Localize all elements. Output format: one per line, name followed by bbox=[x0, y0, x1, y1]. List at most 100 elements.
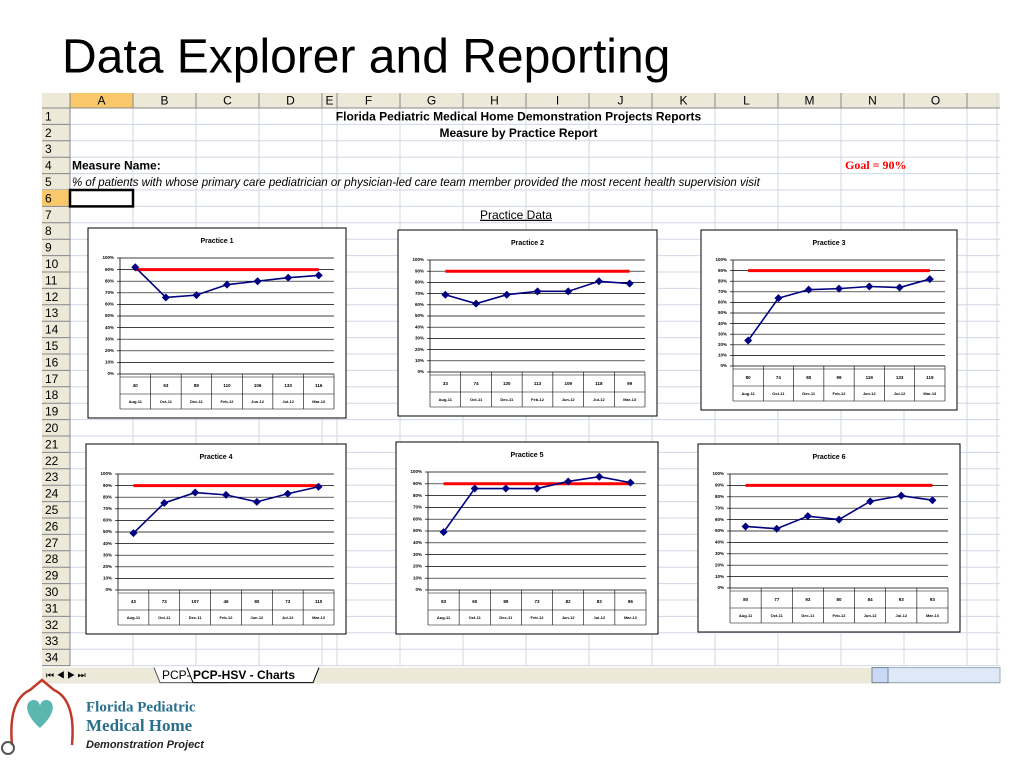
data-point bbox=[925, 275, 934, 284]
x-tick-label: Feb-12 bbox=[833, 613, 847, 618]
y-tick-label: 10% bbox=[105, 360, 114, 365]
y-tick-label: 100% bbox=[102, 255, 114, 260]
row-header: 19 bbox=[45, 405, 59, 419]
y-tick-label: 80% bbox=[105, 278, 114, 283]
data-point bbox=[314, 482, 323, 491]
chart-frame bbox=[700, 229, 958, 411]
row-header: 33 bbox=[45, 634, 59, 648]
row-header: 18 bbox=[45, 388, 59, 402]
y-tick-label: 60% bbox=[103, 518, 112, 523]
data-point bbox=[741, 522, 750, 531]
y-tick-label: 80% bbox=[415, 280, 424, 285]
x-tick-label: Feb-12 bbox=[531, 615, 545, 620]
count-label: 40 bbox=[133, 383, 139, 388]
x-tick-label: Dec-11 bbox=[190, 399, 204, 404]
y-tick-label: 50% bbox=[718, 310, 727, 315]
row-header: 4 bbox=[45, 159, 52, 173]
y-tick-label: 40% bbox=[103, 541, 112, 546]
data-point bbox=[502, 290, 511, 299]
y-tick-label: 100% bbox=[412, 257, 424, 262]
y-tick-label: 40% bbox=[413, 540, 422, 545]
chart-title: Practice 2 bbox=[511, 240, 544, 247]
data-point bbox=[804, 285, 813, 294]
count-label: 89 bbox=[194, 383, 200, 388]
data-point bbox=[595, 472, 604, 481]
column-header: C bbox=[223, 94, 232, 108]
row-header: 12 bbox=[45, 290, 59, 304]
section-label: Practice Data bbox=[480, 208, 552, 222]
y-tick-label: 20% bbox=[413, 564, 422, 569]
y-tick-label: 70% bbox=[415, 291, 424, 296]
y-tick-label: 40% bbox=[718, 321, 727, 326]
chart: Practice 3 0% 10% 20% 30% 40% 50% 60% 70% 80% 90% 1… bbox=[700, 229, 958, 411]
data-point bbox=[191, 488, 200, 497]
x-tick-label: Oct-11 bbox=[158, 615, 171, 620]
y-tick-label: 0% bbox=[717, 585, 724, 590]
data-point bbox=[161, 293, 170, 302]
data-point bbox=[192, 291, 201, 300]
y-tick-label: 90% bbox=[103, 483, 112, 488]
data-point bbox=[772, 524, 781, 533]
y-tick-label: 20% bbox=[103, 564, 112, 569]
y-tick-label: 60% bbox=[715, 517, 724, 522]
count-label: 116 bbox=[315, 383, 323, 388]
data-point bbox=[222, 490, 230, 499]
column-header: L bbox=[743, 94, 750, 108]
count-label: 83 bbox=[597, 599, 603, 604]
y-tick-label: 0% bbox=[107, 371, 114, 376]
count-label: 107 bbox=[191, 599, 199, 604]
row-header: 30 bbox=[45, 585, 59, 599]
x-tick-label: Feb-12 bbox=[531, 397, 545, 402]
data-point bbox=[533, 287, 542, 296]
row-header: 16 bbox=[45, 355, 59, 369]
count-label: 130 bbox=[503, 381, 511, 386]
data-point bbox=[252, 497, 261, 506]
x-tick-label: Feb-12 bbox=[220, 615, 234, 620]
y-tick-label: 90% bbox=[718, 268, 727, 273]
x-tick-label: Mar-13 bbox=[312, 399, 326, 404]
data-point bbox=[564, 477, 573, 486]
row-header: 14 bbox=[45, 323, 59, 337]
sheet-tab: PCP-HSV - Charts bbox=[193, 668, 295, 682]
row-header: 22 bbox=[45, 454, 59, 468]
count-label: 133 bbox=[896, 375, 904, 380]
row-header: 32 bbox=[45, 618, 59, 632]
row-header: 1 bbox=[45, 109, 52, 123]
column-header: N bbox=[868, 94, 877, 108]
y-tick-label: 90% bbox=[715, 483, 724, 488]
y-tick-label: 0% bbox=[415, 587, 422, 592]
x-tick-label: Oct-11 bbox=[469, 615, 482, 620]
row-header: 6 bbox=[45, 191, 52, 205]
y-tick-label: 10% bbox=[103, 576, 112, 581]
h-scrollbar bbox=[871, 667, 1001, 684]
count-label: 110 bbox=[223, 383, 231, 388]
count-label: 73 bbox=[162, 599, 168, 604]
data-point bbox=[928, 496, 937, 505]
row-header: 25 bbox=[45, 503, 59, 517]
data-point bbox=[774, 294, 783, 303]
logo-line: Demonstration Project bbox=[86, 739, 205, 751]
count-label: 99 bbox=[836, 375, 842, 380]
x-tick-label: Mar-13 bbox=[923, 391, 937, 396]
chart: Practice 2 0% 10% 20% 30% 40% 50% 60% 70% 80% 90% 1… bbox=[397, 229, 658, 417]
x-tick-label: Aug-11 bbox=[129, 399, 143, 404]
y-tick-label: 100% bbox=[100, 471, 112, 476]
count-label: 43 bbox=[131, 599, 137, 604]
count-label: 46 bbox=[223, 599, 229, 604]
data-point bbox=[625, 279, 634, 288]
count-label: 110 bbox=[315, 599, 323, 604]
count-label: 96 bbox=[628, 599, 634, 604]
y-tick-label: 80% bbox=[413, 493, 422, 498]
count-label: 93 bbox=[930, 597, 936, 602]
data-point bbox=[895, 283, 904, 292]
row-header: 34 bbox=[45, 651, 59, 665]
y-tick-label: 30% bbox=[415, 336, 424, 341]
row-header: 10 bbox=[45, 257, 59, 271]
count-label: 93 bbox=[805, 597, 811, 602]
x-tick-label: Dec-11 bbox=[802, 391, 816, 396]
y-tick-label: 40% bbox=[415, 324, 424, 329]
chart-frame bbox=[395, 441, 659, 635]
data-point bbox=[253, 277, 262, 286]
data-point bbox=[533, 484, 541, 493]
